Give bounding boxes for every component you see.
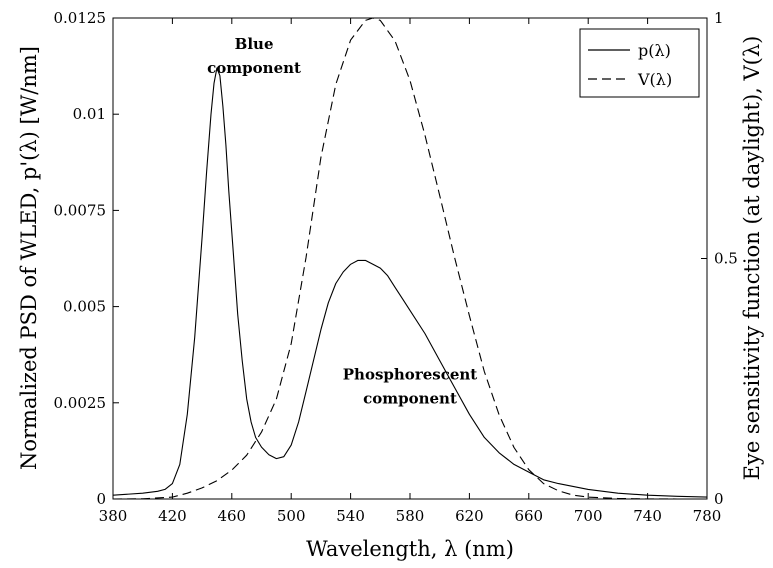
x-axis-title: Wavelength, λ (nm) [306,537,514,561]
x-tick-label: 540 [336,507,365,525]
right-y-tick-label: 0.5 [714,250,738,268]
x-tick-label: 420 [158,507,187,525]
annotations: Blue component Phosphorescent component [207,35,477,408]
right-y-tick-label: 0 [714,490,724,508]
left-y-axis-title: Normalized PSD of WLED, p'(λ) [W/nm] [17,46,41,470]
x-tick-label: 660 [514,507,543,525]
annotation-text: Phosphorescent [343,366,478,384]
x-tick-label: 740 [633,507,662,525]
x-tick-label: 500 [277,507,306,525]
x-tick-label: 620 [455,507,484,525]
right-y-tick-label: 1 [714,9,724,27]
left-y-tick-label: 0.005 [63,298,106,316]
series-line-p [112,67,708,498]
legend-box [579,28,700,98]
left-y-tick-label: 0.01 [73,105,106,123]
series-line-v [112,17,707,500]
x-tick-label: 780 [693,507,722,525]
annotation-text: component [363,390,457,408]
x-tick-label: 580 [396,507,425,525]
legend-label-v: V(λ) [637,70,672,89]
x-tick-label: 460 [217,507,246,525]
right-y-axis-title: Eye sensitivity function (at daylight), … [740,36,764,481]
left-y-tick-label: 0.0025 [54,394,107,412]
right-y-axis-ticks: 00.51 [701,9,738,508]
series-layer [112,17,708,500]
left-y-tick-label: 0.0075 [54,201,107,219]
left-y-tick-label: 0 [96,490,106,508]
annotation-text: component [207,59,301,77]
x-tick-label: 700 [574,507,603,525]
legend: p(λ) V(λ) [579,28,700,98]
left-y-tick-label: 0.0125 [54,9,107,27]
annotation-text: Blue [235,35,274,53]
legend-label-p: p(λ) [638,41,671,60]
left-y-axis-ticks: 0 0.0025 0.005 0.0075 0.01 0.0125 [54,9,119,508]
plot-area [112,17,708,500]
x-tick-label: 380 [99,507,128,525]
x-axis-ticks: 380 420 460 500 540 580 620 660 700 740 780 [99,18,722,525]
